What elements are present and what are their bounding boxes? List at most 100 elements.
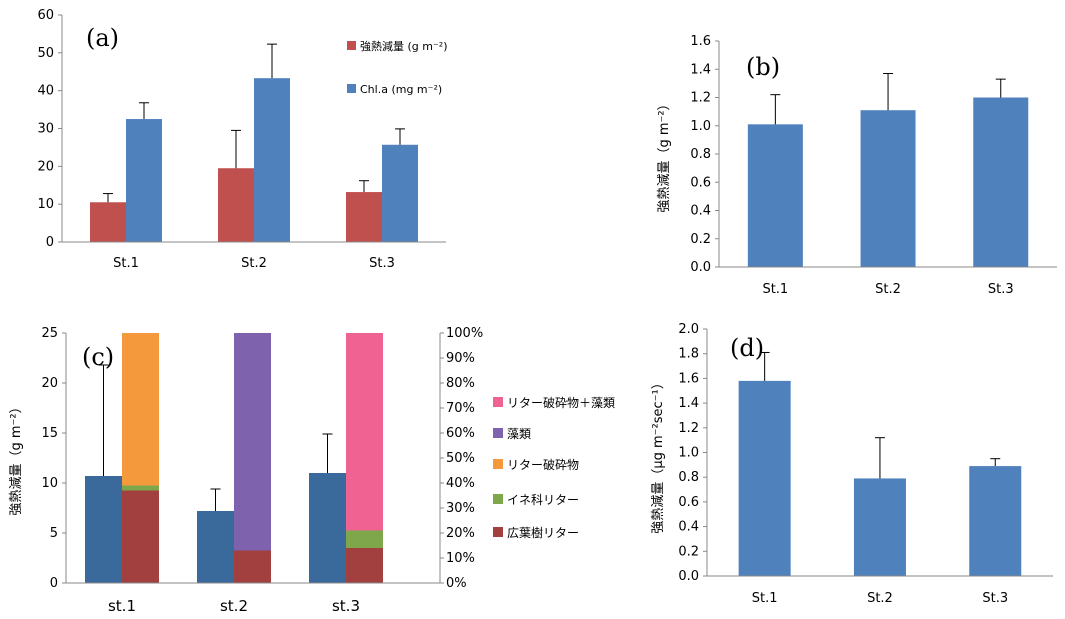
error-bar	[103, 193, 113, 203]
stack-segment	[122, 490, 159, 583]
y-tick-label: 0.0	[678, 569, 699, 584]
y2-tick-label: 10%	[446, 551, 475, 566]
error-bar	[359, 180, 369, 193]
stack-segment	[234, 550, 271, 583]
error-bar	[883, 72, 894, 111]
chart-panel-d: (d) 強熱減量（μg m⁻²sec⁻¹） 0.0 0.2 0.4 0.6 0.8 1.0…	[650, 322, 1053, 606]
bar-chla	[126, 119, 162, 242]
panel-b-bars	[747, 72, 1029, 268]
y-tick-label: 0.6	[678, 495, 699, 510]
panel-b-y-axis-ticks: 0.0 0.2 0.4 0.6 0.8 1.0 1.2 1.4 1.6	[690, 34, 719, 275]
category-label: St.3	[982, 591, 1008, 606]
stack-segment	[122, 485, 159, 491]
y-tick-label: 40	[37, 84, 54, 99]
error-bar	[139, 102, 149, 120]
y-tick-label: 0.8	[678, 470, 699, 485]
error-bar	[770, 94, 781, 125]
chart-panel-c: (c) 強熱減量（g m⁻²） 0 5 10 15 20 25 0% 10% 20% 30% 40…	[8, 326, 615, 615]
y-tick-label: 30	[37, 122, 54, 137]
y-tick-label: 0.2	[678, 544, 699, 559]
error-bar	[759, 351, 770, 381]
y2-tick-label: 20%	[446, 526, 475, 541]
category-label: St.1	[762, 282, 788, 297]
bar-chla	[382, 144, 418, 242]
error-bar	[231, 129, 241, 169]
legend-label-ignition-loss: 強熱減量 (g m⁻²)	[360, 39, 448, 53]
bar	[738, 380, 791, 576]
y-tick-label: 1.2	[678, 421, 699, 436]
y-tick-label: 1.2	[690, 91, 711, 106]
y-tick-label: 1.4	[678, 396, 699, 411]
stack-segment	[346, 333, 383, 531]
y2-tick-label: 40%	[446, 476, 475, 491]
y2-tick-label: 30%	[446, 501, 475, 516]
legend-label: リター破砕物	[507, 457, 579, 472]
y-tick-label: 0.8	[690, 147, 711, 162]
bar-total	[309, 473, 346, 583]
bar	[973, 97, 1029, 267]
error-bar	[990, 458, 1001, 467]
panel-a-y-axis-ticks: 0 10 20 30 40 50 60	[37, 8, 62, 250]
y2-tick-label: 90%	[446, 351, 475, 366]
bar-ignition-loss	[218, 168, 254, 242]
y-tick-label: 1.6	[690, 34, 711, 49]
category-label: St.1	[752, 591, 778, 606]
category-label: St.2	[241, 256, 267, 271]
stack-segment	[122, 333, 159, 486]
legend-swatch	[493, 527, 503, 537]
y2-tick-label: 80%	[446, 376, 475, 391]
panel-a-categories: St.1 St.2 St.3	[113, 256, 395, 271]
error-bar	[267, 43, 277, 79]
y2-tick-label: 50%	[446, 451, 475, 466]
stack-segment	[346, 548, 383, 583]
category-label: St.2	[875, 282, 901, 297]
legend-swatch-chla	[347, 84, 356, 93]
bar	[860, 110, 916, 268]
panel-d-y-axis-ticks: 0.0 0.2 0.4 0.6 0.8 1.0 1.2 1.4 1.6 1.8 2.0	[678, 322, 707, 584]
category-label: St.2	[867, 591, 893, 606]
legend-swatch	[493, 459, 503, 469]
y-tick-label: 20	[37, 159, 54, 174]
y-tick-label: 10	[37, 197, 54, 212]
panel-b-categories: St.1 St.2 St.3	[762, 282, 1013, 297]
y2-tick-label: 100%	[446, 326, 483, 341]
bar-ignition-loss	[346, 192, 382, 242]
bar-ignition-loss	[90, 202, 126, 242]
chart-panel-b: (b) 強熱減量（g m⁻²） 0.0 0.2 0.4 0.6 0.8 1.0 1.2 1.4…	[656, 34, 1057, 297]
panel-a-legend: 強熱減量 (g m⁻²) Chl.a (mg m⁻²)	[347, 39, 448, 96]
y-tick-label: 10	[41, 476, 58, 491]
y-tick-label: 1.4	[690, 62, 711, 77]
y2-tick-label: 0%	[446, 576, 467, 591]
bar	[969, 466, 1022, 576]
bar-total	[197, 511, 234, 583]
y-tick-label: 0.6	[690, 175, 711, 190]
panel-c-secondary-y-axis-ticks: 0% 10% 20% 30% 40% 50% 60% 70% 80% 90% 100%	[440, 326, 483, 591]
y-tick-label: 1.6	[678, 371, 699, 386]
panel-d-label: (d)	[730, 334, 764, 362]
panel-c-y-axis-label: 強熱減量（g m⁻²）	[8, 400, 24, 515]
panel-c-bars	[85, 333, 383, 583]
legend-label: 藻類	[507, 427, 531, 441]
error-bar	[98, 364, 109, 476]
category-label: st.2	[220, 597, 248, 615]
stack-segment	[234, 333, 271, 551]
legend-swatch	[493, 428, 503, 438]
y-tick-label: 50	[37, 46, 54, 61]
panel-d-bars	[738, 351, 1022, 576]
category-label: St.3	[369, 256, 395, 271]
legend-swatch	[493, 494, 503, 504]
y-tick-label: 5	[50, 526, 58, 541]
y2-tick-label: 60%	[446, 426, 475, 441]
y-tick-label: 1.0	[678, 446, 699, 461]
panel-a-bars	[90, 43, 418, 242]
bar	[747, 124, 803, 268]
y-tick-label: 15	[41, 426, 58, 441]
panel-d-categories: St.1 St.2 St.3	[752, 591, 1008, 606]
panel-b-y-axis-label: 強熱減量（g m⁻²）	[656, 97, 672, 212]
category-label: st.3	[332, 597, 360, 615]
y-tick-label: 60	[37, 8, 54, 23]
y-tick-label: 0.0	[690, 260, 711, 275]
category-label: St.3	[988, 282, 1014, 297]
